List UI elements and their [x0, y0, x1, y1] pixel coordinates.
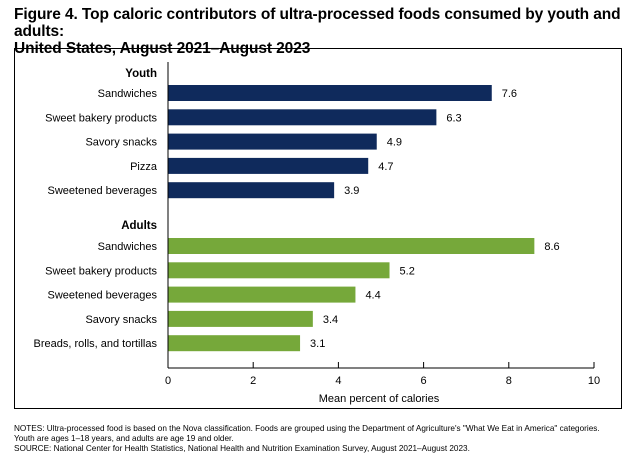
value-label: 7.6: [502, 88, 517, 100]
x-tick-label: 4: [335, 375, 341, 387]
value-label: 4.9: [387, 137, 402, 149]
category-label: Savory snacks: [85, 314, 157, 326]
value-label: 3.1: [310, 338, 325, 350]
value-label: 3.4: [323, 314, 338, 326]
value-label: 4.7: [378, 161, 393, 173]
value-label: 8.6: [544, 241, 559, 253]
category-label: Pizza: [130, 161, 158, 173]
bar-youth: [168, 157, 369, 174]
category-label: Savory snacks: [85, 137, 157, 149]
notes-line-1: NOTES: Ultra-processed food is based on …: [14, 424, 600, 433]
chart-frame: [14, 48, 622, 409]
bar-chart: Youth Sandwiches 7.6 Sweet bakery products 6…: [34, 62, 600, 405]
category-label: Sweet bakery products: [45, 265, 157, 277]
source-line: SOURCE: National Center for Health Stati…: [14, 444, 470, 453]
category-label: Sweetened beverages: [48, 290, 158, 302]
x-tick-label: 8: [506, 375, 512, 387]
value-label: 3.9: [344, 185, 359, 197]
bar-adults: [168, 286, 356, 303]
value-label: 6.3: [446, 112, 461, 124]
category-label: Sweet bakery products: [45, 112, 157, 124]
bar-adults: [168, 335, 301, 352]
category-label: Sweetened beverages: [48, 185, 158, 197]
value-label: 5.2: [400, 265, 415, 277]
bar-adults: [168, 262, 390, 279]
figure-title-line-1: Figure 4. Top caloric contributors of ul…: [14, 6, 621, 40]
bar-youth: [168, 182, 335, 199]
x-tick-label: 6: [421, 375, 427, 387]
notes-line-2: Youth are ages 1–18 years, and adults ar…: [14, 434, 234, 443]
bar-adults: [168, 238, 535, 254]
x-tick-label: 10: [588, 375, 600, 387]
x-tick-label: 2: [250, 375, 256, 387]
x-tick-label: 0: [165, 375, 171, 387]
bar-youth: [168, 109, 437, 126]
category-label: Sandwiches: [98, 241, 158, 253]
group-label-adults: Adults: [121, 220, 157, 232]
group-label-youth: Youth: [125, 68, 157, 80]
bar-youth: [168, 133, 377, 150]
x-axis-label: Mean percent of calories: [319, 393, 440, 405]
notes-section: NOTES: Ultra-processed food is based on …: [14, 424, 634, 454]
category-label: Breads, rolls, and tortillas: [34, 338, 158, 350]
bar-adults: [168, 310, 313, 327]
value-label: 4.4: [365, 290, 380, 302]
category-label: Sandwiches: [98, 88, 158, 100]
bar-youth: [168, 85, 492, 101]
